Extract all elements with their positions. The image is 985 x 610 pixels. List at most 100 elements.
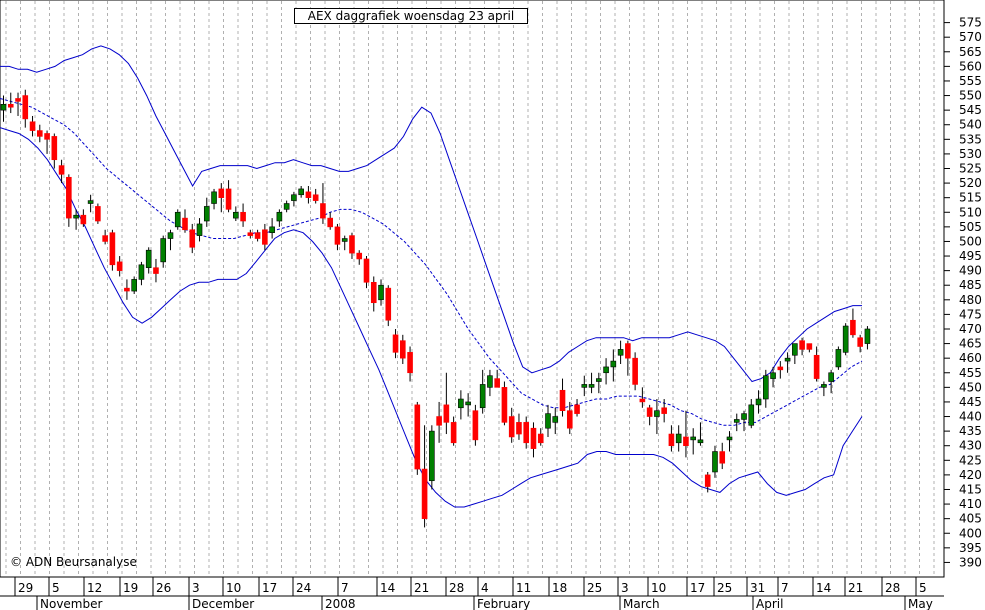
candle-body xyxy=(58,165,65,175)
x-day-label: 17 xyxy=(690,581,705,595)
candle-body xyxy=(436,416,442,426)
x-day-label: 7 xyxy=(341,581,349,595)
y-tick-label: 470 xyxy=(959,322,982,336)
candle-body xyxy=(675,433,682,444)
candle-body xyxy=(254,232,261,239)
y-tick-label: 425 xyxy=(959,453,982,467)
x-day-label: 11 xyxy=(516,581,531,595)
candle-body xyxy=(174,211,181,228)
candle-body xyxy=(799,340,805,350)
x-month-label: April xyxy=(756,597,783,610)
candle-body xyxy=(0,104,7,111)
x-day-label: 18 xyxy=(552,581,567,595)
candle-body xyxy=(283,203,290,210)
candle-body xyxy=(806,343,813,350)
candle-body xyxy=(566,410,573,429)
candle-body xyxy=(733,419,740,423)
candle-body xyxy=(857,337,863,347)
x-axis: 29 5 12 19 26 3 10 17 24 7 14 21 28 4 11 18 25 3 10 17 25 31 7… xyxy=(0,577,944,610)
x-day-label: 25 xyxy=(587,581,602,595)
x-day-label: 28 xyxy=(449,581,464,595)
candle-body xyxy=(625,343,631,359)
candle-body xyxy=(683,436,689,447)
candle-body xyxy=(312,194,319,201)
candle-body xyxy=(341,238,348,242)
candle-body xyxy=(617,349,624,356)
y-tick-label: 520 xyxy=(959,176,982,190)
candle-body xyxy=(138,264,145,280)
y-tick-label: 415 xyxy=(959,482,982,496)
x-month-label: November xyxy=(40,597,102,610)
candle-body xyxy=(545,413,551,429)
candle-body xyxy=(102,235,108,242)
candle-body xyxy=(15,98,21,102)
candle-body xyxy=(51,136,58,161)
y-tick-label: 445 xyxy=(959,395,982,409)
candle-body xyxy=(160,238,167,263)
candle-body xyxy=(182,217,188,231)
candle-body xyxy=(792,343,798,356)
candle-body xyxy=(95,206,101,222)
y-tick-label: 555 xyxy=(959,74,982,88)
candle-body xyxy=(196,223,203,236)
bollinger-bands xyxy=(0,45,863,508)
copyright-text: © ADN Beursanalyse xyxy=(10,555,137,569)
candle-body xyxy=(762,375,769,400)
candle-body xyxy=(44,133,50,140)
y-tick-label: 530 xyxy=(959,147,982,161)
candle-body xyxy=(211,191,217,204)
candle-body xyxy=(501,387,508,423)
candle-body xyxy=(864,328,871,344)
candle-body xyxy=(755,398,762,406)
y-tick-label: 515 xyxy=(959,191,982,205)
x-day-label: 26 xyxy=(156,581,171,595)
x-day-label: 10 xyxy=(651,581,666,595)
candle-body xyxy=(719,451,726,464)
x-month-label: December xyxy=(192,597,254,610)
x-day-label: 21 xyxy=(848,581,863,595)
x-month-label: 2008 xyxy=(325,597,356,610)
candle-body xyxy=(414,404,421,470)
y-tick-label: 485 xyxy=(959,278,982,292)
vertical-grid xyxy=(5,1,935,576)
candle-body xyxy=(153,267,159,274)
candle-body xyxy=(516,422,522,435)
candle-body xyxy=(124,287,130,292)
candle-body xyxy=(145,249,152,269)
candle-body xyxy=(370,282,377,304)
candle-body xyxy=(276,211,283,222)
candle-body xyxy=(850,319,856,336)
candle-body xyxy=(429,430,435,482)
x-day-label: 12 xyxy=(87,581,102,595)
candle-body xyxy=(225,188,232,210)
y-tick-label: 525 xyxy=(959,162,982,176)
candle-body xyxy=(632,357,638,385)
candle-body xyxy=(581,384,588,388)
candle-body xyxy=(574,404,580,414)
candle-body xyxy=(305,191,312,198)
y-tick-label: 490 xyxy=(959,264,982,278)
y-axis: 3903954004054104154204254304354404454504… xyxy=(944,16,982,569)
x-day-label: 3 xyxy=(621,581,629,595)
candle-body xyxy=(465,401,471,406)
y-tick-label: 575 xyxy=(959,16,982,30)
y-tick-label: 560 xyxy=(959,59,982,73)
candle-body xyxy=(784,357,791,362)
candle-body xyxy=(392,334,399,353)
candle-body xyxy=(639,398,646,403)
candle-body xyxy=(704,474,711,487)
candle-body xyxy=(610,360,617,368)
y-tick-label: 435 xyxy=(959,424,982,438)
candle-body xyxy=(530,427,537,449)
y-tick-label: 410 xyxy=(959,497,982,511)
candle-body xyxy=(349,235,355,254)
candle-body xyxy=(494,378,500,388)
upper-band xyxy=(0,45,862,383)
y-tick-label: 510 xyxy=(959,205,982,219)
candle-body xyxy=(646,407,653,417)
middle-band xyxy=(0,98,863,426)
candle-body xyxy=(552,416,559,423)
candle-body xyxy=(835,349,842,368)
candle-body xyxy=(116,261,123,271)
